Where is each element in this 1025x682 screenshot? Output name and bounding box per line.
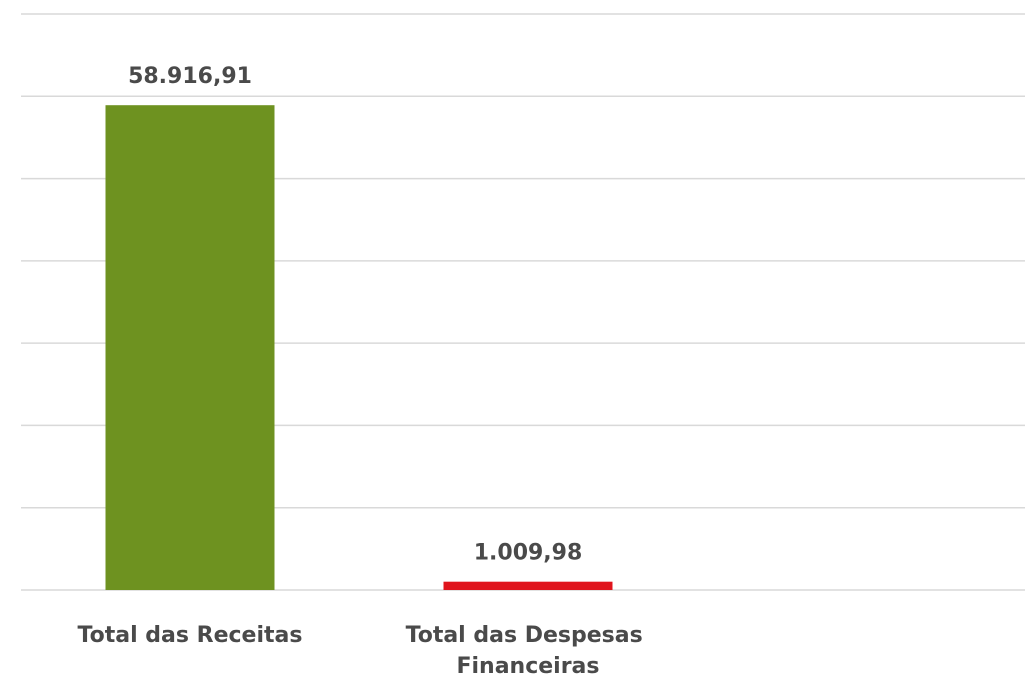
- x-tick-label: Total das Despesas Financeiras: [406, 623, 651, 679]
- data-label: 58.916,91: [128, 64, 252, 89]
- data-label: 1.009,98: [474, 541, 583, 566]
- x-tick-label: Total das Receitas: [78, 623, 303, 648]
- bar: [105, 105, 275, 590]
- bar: [443, 581, 613, 590]
